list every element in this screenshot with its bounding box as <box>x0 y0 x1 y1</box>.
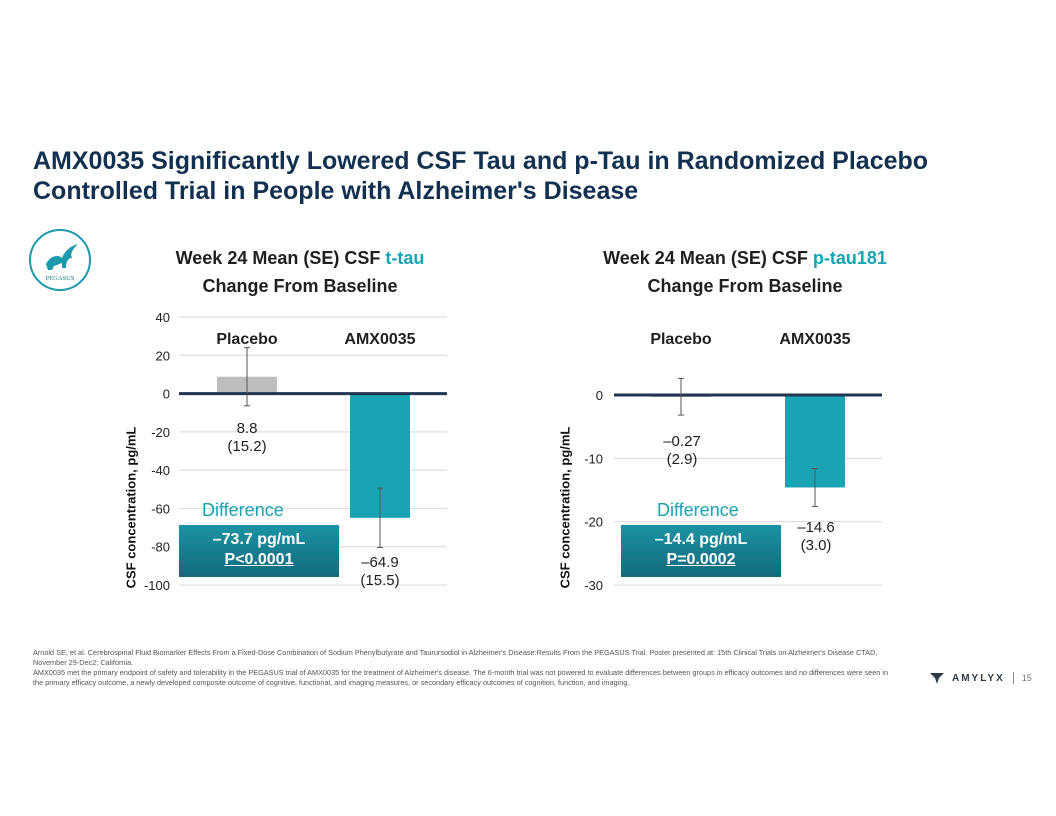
chart2-title-prefix: Week 24 Mean (SE) CSF <box>603 248 813 268</box>
pegasus-logo: PEGASUS <box>29 229 91 291</box>
chart1-y-tick-label: -100 <box>144 578 170 593</box>
chart2-title-highlight: p-tau181 <box>812 248 887 268</box>
chart1-y-tick-label: 0 <box>163 387 170 402</box>
footnote-citation: Arnold SE, et al. Cerebrospinal Fluid Bi… <box>33 648 878 667</box>
chart1-value-label: 8.8 <box>237 420 258 437</box>
footnote-disclaimer: AMX0035 met the primary endpoint of safe… <box>33 668 889 687</box>
chart2-se-label: (2.9) <box>667 451 698 468</box>
slide-title-line-2: Controlled Trial in People with Alzheime… <box>33 177 639 205</box>
chart2-title-line-2: Change From Baseline <box>647 276 843 296</box>
slide-title: AMX0035 Significantly Lowered CSF Tau an… <box>33 146 973 206</box>
chart2-category-label: AMX0035 <box>779 331 850 348</box>
amylyx-logo-icon <box>930 673 944 684</box>
chart2-title: Week 24 Mean (SE) CSF p-tau181 Change Fr… <box>590 244 900 300</box>
chart2-p-value: P=0.0002 <box>666 551 736 568</box>
chart2-category-label: Placebo <box>650 331 712 348</box>
chart1-category-label: Placebo <box>216 331 278 348</box>
page-number: 15 <box>1021 673 1032 683</box>
chart1-se-label: (15.5) <box>360 572 399 589</box>
brand-name: AMYLYX <box>952 672 1005 684</box>
chart2-se-label: (3.0) <box>801 537 832 554</box>
chart1-difference-label: Difference <box>202 500 284 520</box>
logo-text: PEGASUS <box>46 275 75 282</box>
chart1-title: Week 24 Mean (SE) CSF t-tau Change From … <box>150 244 450 300</box>
chart1-y-tick-label: -80 <box>151 540 170 555</box>
chart2-difference-label: Difference <box>657 500 739 520</box>
chart1-se-label: (15.2) <box>227 438 266 455</box>
chart1-title-prefix: Week 24 Mean (SE) CSF <box>175 248 386 268</box>
chart1-p-value: P<0.0001 <box>224 551 294 568</box>
chart1-y-tick-label: 40 <box>156 310 170 325</box>
chart2-value-label: –14.6 <box>797 519 835 536</box>
chart2-difference-value: –14.4 pg/mL <box>654 531 748 548</box>
chart1-category-label: AMX0035 <box>344 331 415 348</box>
chart1-difference-box: –73.7 pg/mL P<0.0001 <box>179 525 339 577</box>
slide-title-line-1: AMX0035 Significantly Lowered CSF Tau an… <box>33 147 929 175</box>
chart1-y-tick-label: -40 <box>151 463 170 478</box>
chart1-difference-value: –73.7 pg/mL <box>212 531 306 548</box>
chart1-y-tick-label: -20 <box>151 425 170 440</box>
chart2-y-tick-label: -10 <box>584 451 603 466</box>
chart2-y-tick-label: -30 <box>584 578 603 593</box>
chart1-title-highlight: t-tau <box>385 248 425 268</box>
chart2-value-label: –0.27 <box>663 433 701 450</box>
chart1-value-label: –64.9 <box>361 554 399 571</box>
chart1-y-tick-label: -60 <box>151 501 170 516</box>
amylyx-brand: AMYLYX 15 <box>930 671 1032 685</box>
chart1-y-tick-label: 20 <box>156 348 170 363</box>
chart2-difference-box: –14.4 pg/mL P=0.0002 <box>621 525 781 577</box>
chart1-title-line-2: Change From Baseline <box>202 276 398 296</box>
brand-separator <box>1012 672 1014 684</box>
chart2-y-tick-label: -20 <box>584 515 603 530</box>
footnote: Arnold SE, et al. Cerebrospinal Fluid Bi… <box>33 648 893 688</box>
chart2-y-tick-label: 0 <box>596 388 603 403</box>
